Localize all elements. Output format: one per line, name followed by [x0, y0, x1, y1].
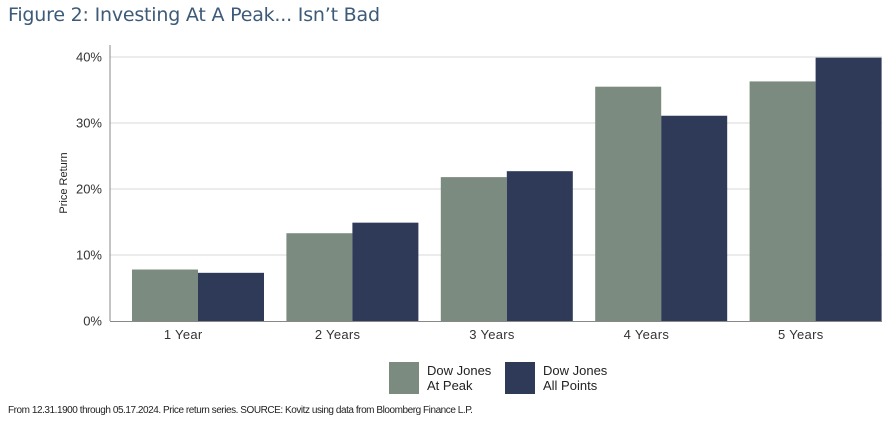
x-tick-label: 4 Years — [624, 327, 670, 342]
bar-at-peak-1 — [132, 269, 198, 321]
bar-all-points-5 — [815, 57, 882, 321]
x-tick-label: 3 Years — [469, 327, 515, 342]
legend-swatch-all-points — [505, 362, 535, 394]
bar-at-peak-3 — [440, 177, 507, 321]
figure-title: Figure 2: Investing At A Peak... Isn’t B… — [8, 4, 380, 26]
y-tick-label: 0% — [83, 314, 102, 329]
x-tick-label: 1 Year — [164, 327, 203, 342]
legend-label: Dow Jones — [427, 363, 492, 378]
bars — [132, 57, 882, 322]
y-tick-label: 10% — [76, 248, 102, 263]
axes — [109, 45, 882, 322]
bar-all-points-2 — [352, 222, 419, 321]
bar-all-points-4 — [661, 115, 728, 322]
x-tick-label: 2 Years — [315, 327, 361, 342]
bar-at-peak-4 — [595, 86, 662, 321]
x-tick-labels: 1 Year 2 Years 3 Years 4 Years 5 Years — [164, 327, 824, 342]
y-tick-label: 40% — [76, 50, 102, 65]
legend-swatch-at-peak — [389, 362, 419, 394]
bar-at-peak-2 — [286, 233, 353, 321]
legend-label: All Points — [543, 378, 598, 393]
bar-all-points-1 — [198, 272, 264, 321]
y-tick-labels: 0% 10% 20% 30% 40% — [76, 50, 102, 329]
legend-label: At Peak — [427, 378, 473, 393]
legend-label: Dow Jones — [543, 363, 608, 378]
x-tick-label: 5 Years — [778, 327, 824, 342]
y-tick-label: 20% — [76, 182, 102, 197]
y-axis-title: Price Return — [58, 152, 70, 213]
bar-at-peak-5 — [749, 81, 816, 321]
bar-all-points-3 — [506, 171, 573, 321]
source-note: From 12.31.1900 through 05.17.2024. Pric… — [8, 405, 473, 416]
y-tick-label: 30% — [76, 116, 102, 131]
